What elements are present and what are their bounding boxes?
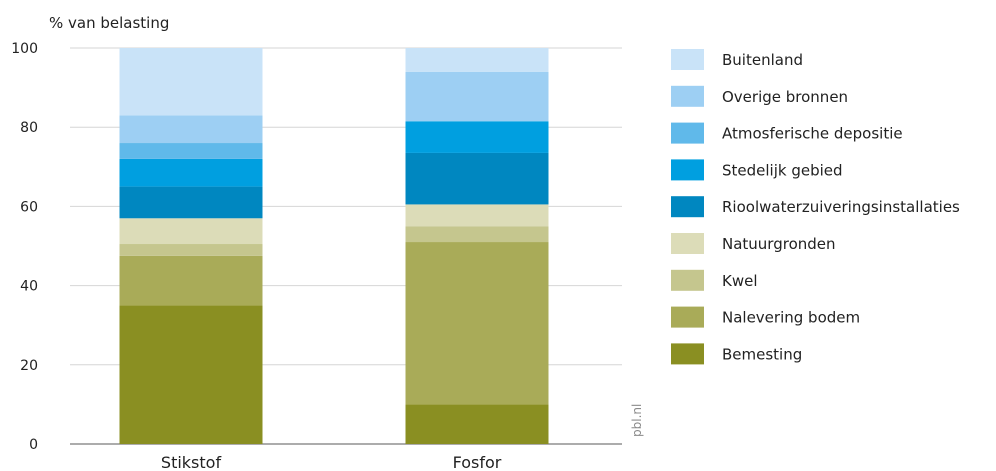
legend-label: Rioolwaterzuiveringsinstallaties: [722, 198, 960, 216]
y-tick-label: 40: [20, 279, 38, 295]
bar-segment: [119, 48, 263, 116]
x-category-label: Fosfor: [453, 453, 502, 471]
bar-segment: [119, 115, 263, 144]
y-axis-ticks: 0 20 40 60 80 100: [11, 41, 38, 453]
y-tick-label: 20: [20, 358, 38, 374]
x-category-label: Stikstof: [161, 453, 222, 471]
source-credit: pbl.nl: [630, 404, 644, 437]
bar-segment: [119, 158, 263, 187]
legend-swatch: [671, 233, 704, 254]
legend-label: Atmosferische depositie: [722, 125, 903, 143]
bar-segment: [119, 305, 263, 444]
bar-segment: [119, 244, 263, 256]
bar-segment: [405, 242, 549, 405]
legend-label: Buitenland: [722, 51, 803, 69]
bar-segment: [405, 121, 549, 153]
bar-segment: [405, 226, 549, 243]
bar-segment: [405, 204, 549, 227]
bar-segment: [119, 143, 263, 159]
legend-swatch: [671, 85, 704, 107]
legend-swatch: [671, 122, 704, 144]
bar-segment: [405, 152, 549, 205]
bar-segment: [405, 404, 549, 444]
legend-label: Natuurgronden: [722, 235, 836, 253]
legend-swatch: [671, 196, 704, 218]
y-axis-label: % van belasting: [49, 14, 169, 32]
legend-label: Bemesting: [722, 345, 802, 363]
legend-swatch: [671, 269, 704, 291]
y-tick-label: 100: [11, 41, 38, 57]
legend-label: Overige bronnen: [722, 88, 848, 106]
legend-swatch: [671, 306, 704, 328]
y-tick-label: 0: [29, 437, 38, 453]
legend-swatch: [671, 343, 704, 365]
bar-segment: [405, 71, 549, 122]
legend-label: Stedelijk gebied: [722, 161, 843, 179]
bar-segment: [119, 255, 263, 306]
y-tick-label: 60: [20, 199, 38, 215]
bars: [119, 48, 549, 444]
legend-label: Kwel: [722, 272, 758, 290]
legend-label: Nalevering bodem: [722, 309, 860, 327]
bar-segment: [119, 186, 263, 219]
category-labels: Stikstof Fosfor: [161, 453, 502, 471]
legend-swatch: [671, 159, 704, 181]
legend: Buitenland Overige bronnen Atmosferische d…: [671, 49, 960, 365]
bar-segment: [405, 48, 549, 72]
bar-segment: [119, 218, 263, 245]
legend-swatch: [671, 49, 704, 70]
y-tick-label: 80: [20, 120, 38, 136]
